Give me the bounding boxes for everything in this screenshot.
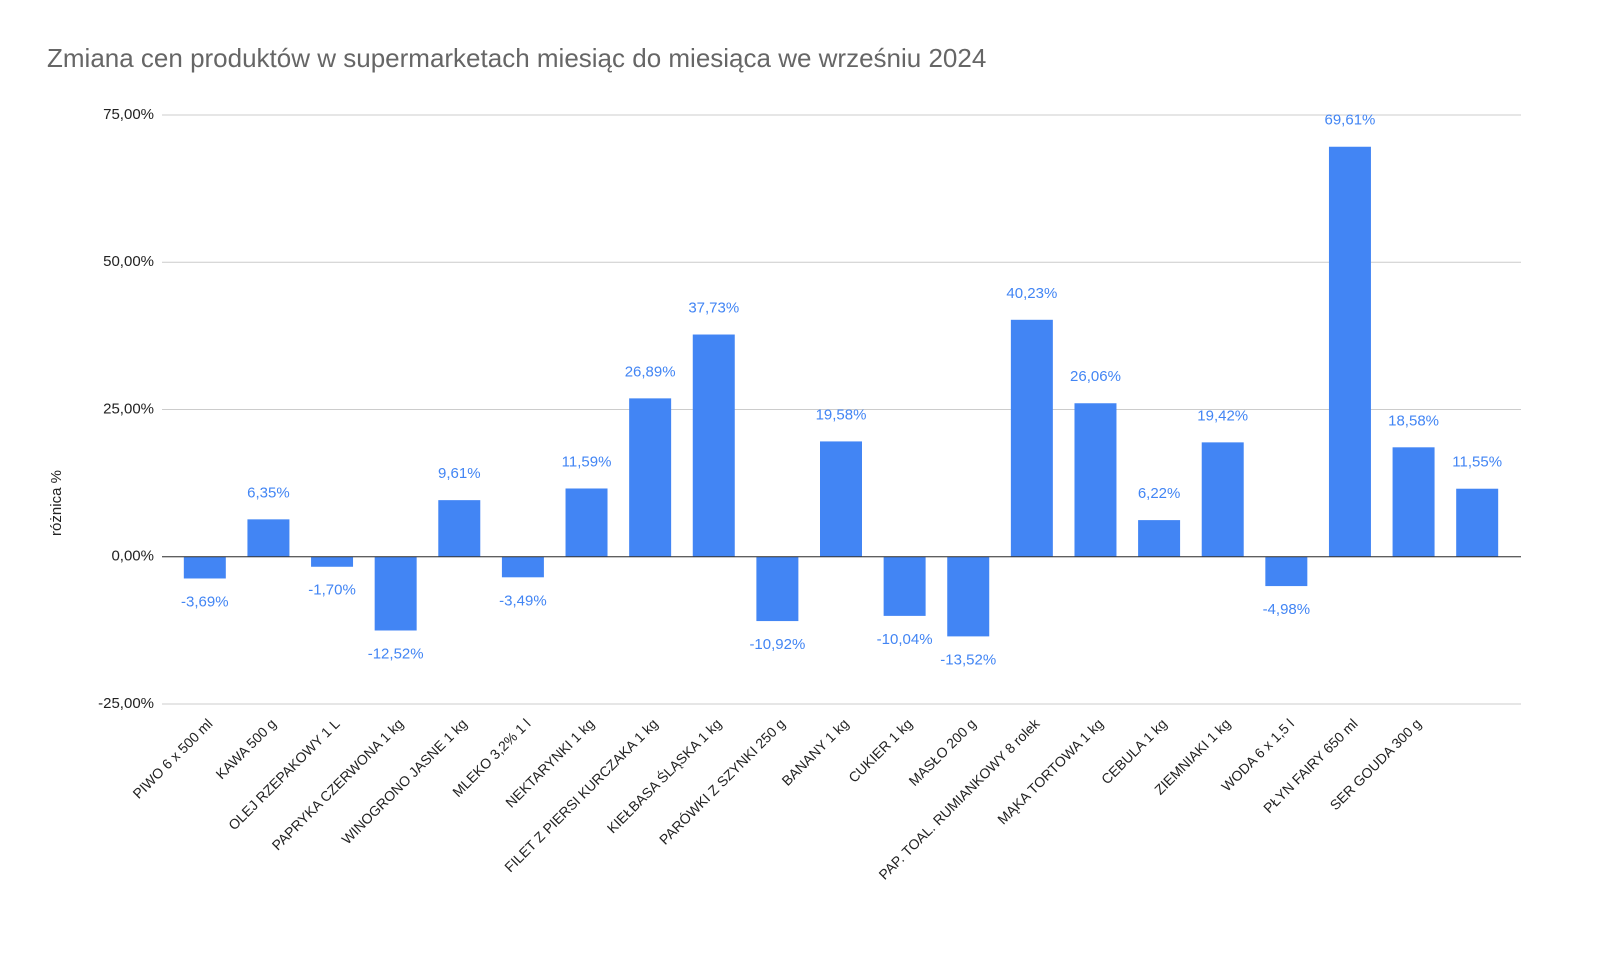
data-label: 9,61% <box>438 465 481 482</box>
bar <box>565 488 608 557</box>
y-tick-label: 50,00% <box>103 253 154 270</box>
data-label: 26,06% <box>1070 368 1121 385</box>
data-label: -10,92% <box>749 636 805 653</box>
x-tick-label: MĄKA TORTOWA 1 kg <box>994 715 1106 827</box>
x-tick-label: KAWA 500 g <box>212 715 279 782</box>
x-tick-label: PAPRYKA CZERWONA 1 kg <box>269 715 407 853</box>
x-tick-label: CEBULA 1 kg <box>1098 715 1170 787</box>
data-label: 6,22% <box>1138 485 1181 502</box>
x-tick-label: PARÓWKI Z SZYNKI 250 g <box>656 715 788 847</box>
data-label: 40,23% <box>1006 285 1057 302</box>
y-tick-label: 75,00% <box>103 106 154 123</box>
y-tick-label: 0,00% <box>111 548 154 565</box>
data-label: 26,89% <box>625 363 676 380</box>
bar <box>374 556 417 631</box>
data-label: -13,52% <box>940 651 996 668</box>
data-label: 19,42% <box>1197 407 1248 424</box>
bar <box>311 556 354 567</box>
y-axis-label: różnica % <box>48 470 65 536</box>
bar <box>247 519 290 557</box>
bar <box>1456 488 1499 557</box>
data-label: -3,49% <box>499 592 547 609</box>
data-label: -12,52% <box>368 645 424 662</box>
data-label: -3,69% <box>181 593 229 610</box>
bar <box>1392 447 1435 557</box>
bar <box>1265 556 1308 587</box>
x-tick-label: WINOGRONO JASNE 1 kg <box>338 715 470 847</box>
data-label: 11,55% <box>1452 454 1502 471</box>
x-tick-label: OLEJ RZEPAKOWY 1 L <box>225 715 343 833</box>
bar <box>1010 319 1053 557</box>
bar <box>820 441 862 557</box>
bar <box>1138 520 1181 557</box>
chart-title: Zmiana cen produktów w supermarketach mi… <box>47 43 986 73</box>
bar <box>947 556 990 637</box>
bar <box>629 398 672 557</box>
x-tick-label: CUKIER 1 kg <box>845 715 915 785</box>
x-tick-label: PIWO 6 x 500 ml <box>129 715 215 801</box>
bar <box>756 556 799 622</box>
bar <box>501 556 544 578</box>
data-label: -1,70% <box>308 582 356 599</box>
x-tick-label: BANANY 1 kg <box>778 715 851 788</box>
x-tick-label: KIEŁBASA ŚLĄSKA 1 kg <box>603 715 725 837</box>
bar <box>1328 146 1371 557</box>
bar <box>1074 403 1117 557</box>
y-tick-label: 25,00% <box>103 400 154 417</box>
y-tick-label: -25,00% <box>98 695 154 712</box>
data-label: 6,35% <box>247 484 290 501</box>
data-label: 11,59% <box>562 453 612 470</box>
data-label: 69,61% <box>1325 112 1376 129</box>
bar <box>692 334 735 557</box>
bar <box>438 500 481 557</box>
bar <box>883 556 926 616</box>
data-label: 19,58% <box>816 406 867 423</box>
data-label: 37,73% <box>688 299 739 316</box>
data-label: -10,04% <box>877 631 933 648</box>
bar <box>1201 442 1244 557</box>
data-label: 18,58% <box>1388 412 1439 429</box>
bar <box>183 556 226 579</box>
data-label: -4,98% <box>1263 601 1311 618</box>
